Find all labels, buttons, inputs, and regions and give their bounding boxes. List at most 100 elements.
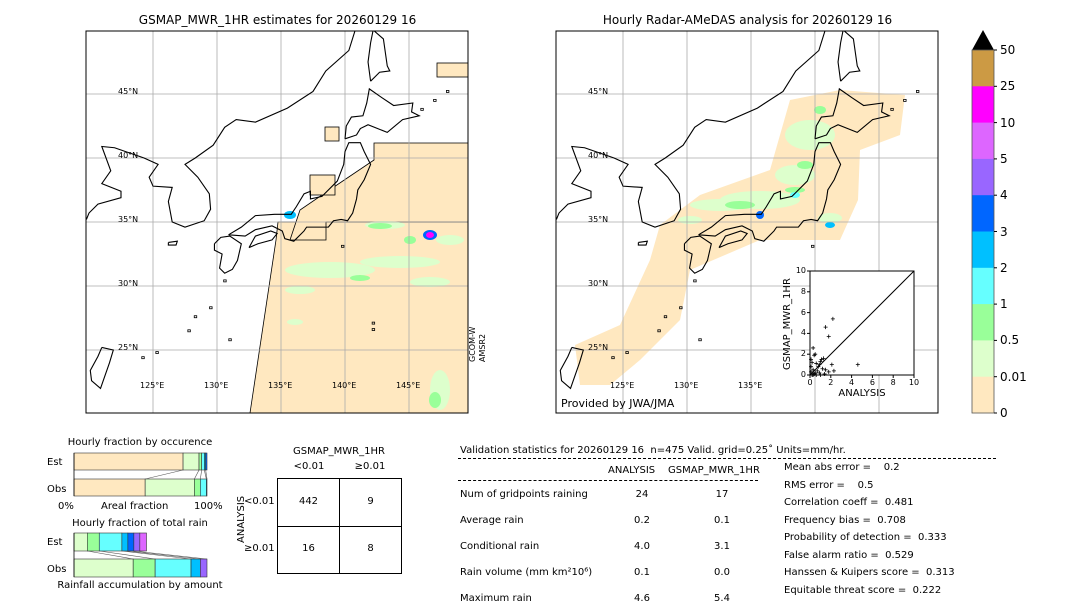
scatter-point (823, 325, 828, 330)
colorbar-label: 4 (1000, 188, 1008, 203)
scatter-point (831, 368, 836, 373)
rain-heavy (825, 222, 835, 228)
col-header-ge: ≥0.01 (354, 461, 386, 472)
scatter-point (822, 371, 827, 376)
lon-label: 135°E (268, 381, 293, 390)
bar-segment-est (133, 532, 141, 552)
y-tick-label: 0 (800, 370, 806, 379)
scatter-point (814, 361, 819, 366)
coastline-honshu (228, 142, 372, 242)
cell-hit: 8 (367, 543, 374, 554)
scatter-point (810, 360, 815, 365)
stat-analysis-value: 4.6 (634, 593, 650, 604)
x-tick-label: 2 (828, 378, 834, 387)
bar-segment-est (139, 532, 147, 552)
rain-moderate (797, 161, 813, 169)
stat-gsmap-value: 17 (715, 489, 729, 500)
x-tick-label: 6 (869, 378, 875, 387)
score-line: False alarm ratio = 0.529 (784, 549, 914, 561)
colorbar-segment (972, 340, 994, 378)
scatter-xlabel: ANALYSIS (838, 388, 886, 399)
y-tick-label: 2 (800, 349, 806, 359)
scatter-point (815, 368, 820, 373)
coastline-mainland (556, 31, 826, 228)
score-line: Hanssen & Kuipers score = 0.313 (784, 567, 955, 578)
occ-xlabel: Areal fraction (101, 501, 169, 512)
lat-label: 30°N (118, 279, 139, 288)
island (433, 99, 437, 102)
score-line: Frequency bias = 0.708 (784, 514, 906, 526)
lon-label: 130°E (674, 381, 699, 390)
island (155, 351, 159, 354)
coastline-hokkaido (814, 87, 891, 140)
stat-row-label: Maximum rain (460, 593, 532, 604)
rain-moderate (814, 106, 826, 114)
col-header-lt: <0.01 (293, 461, 325, 472)
scatter-point (809, 369, 814, 374)
bar-connector (205, 469, 208, 480)
coastline-sakhalin (837, 31, 861, 82)
scatter-point (818, 373, 823, 377)
bar-connector (145, 469, 184, 480)
scatter-point (811, 367, 816, 372)
bar-segment-obs (144, 478, 195, 497)
colorbar-segment (972, 158, 994, 196)
bar-connector (127, 550, 201, 560)
bar-segment-obs (73, 478, 146, 497)
stat-analysis-value: 24 (635, 489, 649, 500)
rain-light (678, 216, 702, 224)
island (698, 338, 702, 342)
y-tick-label: 10 (795, 266, 806, 275)
coastline-mainland (86, 31, 356, 228)
colorbar-segment (972, 376, 994, 414)
island (811, 244, 815, 248)
lat-label: 25°N (588, 343, 609, 352)
scatter-point (809, 357, 814, 362)
right-map-title: Hourly Radar-AMeDAS analysis for 2026012… (602, 13, 893, 27)
rain-light (285, 286, 315, 294)
island (611, 356, 615, 360)
coastline-kyushu (683, 235, 712, 274)
colorbar-label: 10 (1000, 115, 1016, 130)
scatter-point (809, 364, 814, 369)
stat-analysis-value: 0.2 (634, 515, 650, 526)
stat-gsmap-value: 0.1 (714, 515, 730, 526)
scatter-point (819, 357, 824, 362)
stats-col-analysis: ANALYSIS (608, 465, 656, 476)
rain-moderate (725, 201, 755, 209)
colorbar-label: 5 (1000, 151, 1008, 166)
stat-row-label: Average rain (460, 515, 524, 526)
colorbar-segment (972, 86, 994, 124)
colorbar-segment (972, 50, 994, 87)
coastline-taiwan (89, 346, 115, 390)
scatter-diagonal (809, 270, 915, 376)
stat-gsmap-value: 5.4 (714, 593, 730, 604)
scatter-point (826, 334, 831, 339)
score-line: Equitable threat score = 0.222 (784, 584, 942, 596)
bar-segment-est (98, 532, 123, 552)
bar-segment-est (73, 452, 184, 471)
y-tick-label: 8 (800, 286, 806, 296)
x-tick-label: 8 (890, 378, 896, 387)
cell-false-alarm: 9 (367, 496, 374, 507)
rain-moderate (429, 392, 441, 408)
occ-est-label: Est (47, 457, 63, 468)
y-tick-label: 4 (800, 328, 806, 338)
island (223, 279, 227, 283)
bar-segment-obs (200, 558, 208, 578)
rain-est-label: Est (47, 537, 63, 548)
analysis-coverage (575, 90, 905, 385)
lat-label: 35°N (588, 215, 609, 224)
island (657, 329, 661, 333)
coastline-shikoku (718, 230, 749, 249)
rain-light (285, 262, 375, 278)
coastline-sakhalin (367, 31, 391, 82)
coastline-honshu (698, 142, 842, 242)
row-header-ge: ≥0.01 (244, 543, 275, 554)
coastline-jeju (637, 240, 649, 246)
island (903, 99, 907, 102)
island (341, 244, 345, 248)
stat-row-label: Rain volume (mm km²10⁶) (460, 567, 593, 578)
scatter-point (817, 362, 822, 367)
island (890, 107, 894, 111)
